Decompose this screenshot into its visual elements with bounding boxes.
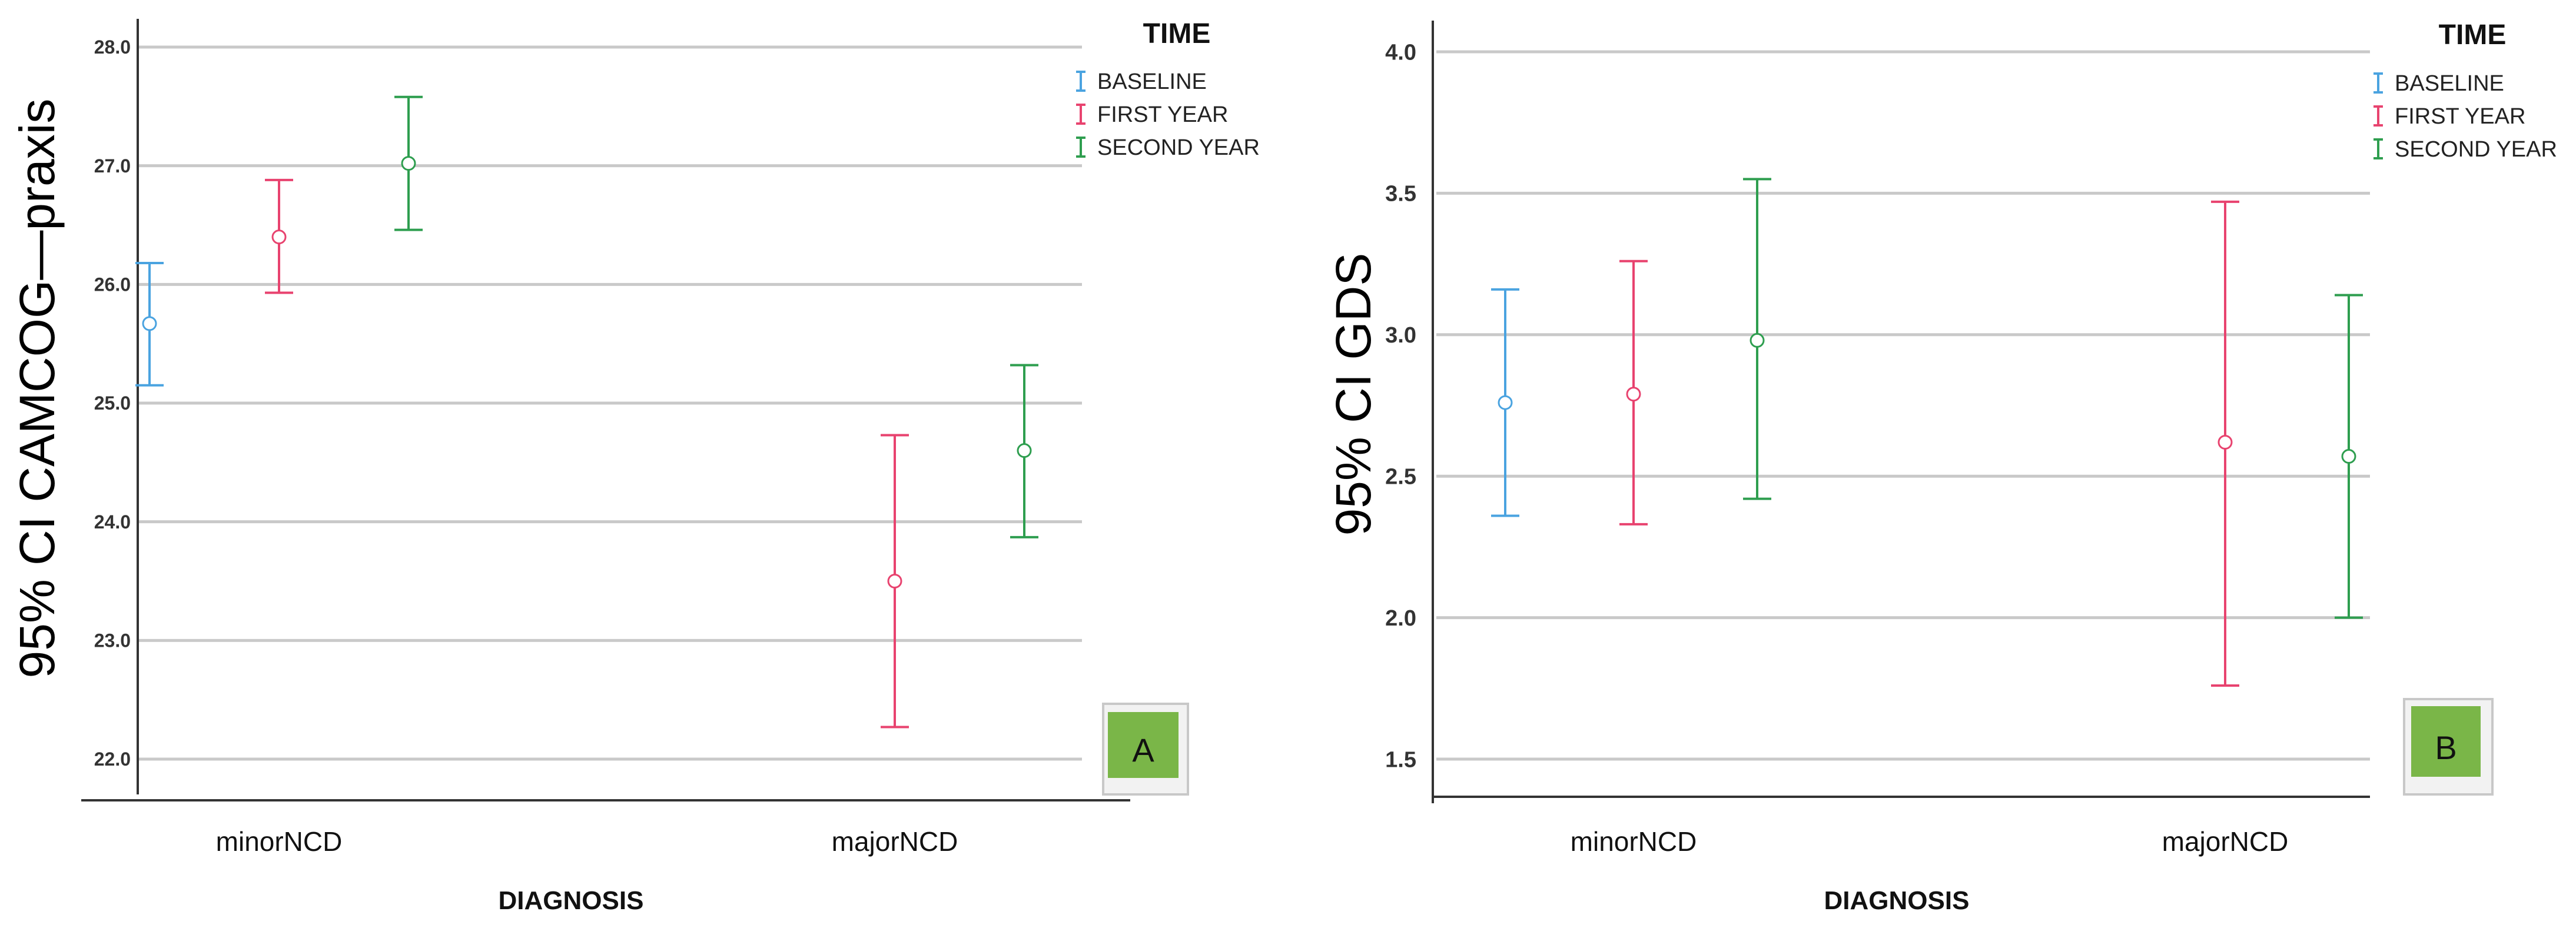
- y-tick-label: 3.5: [1385, 182, 1416, 207]
- panel-b-chart: 95% CI GDS 1.5 2.0 2.5 3.0 3.5 4.0 minorNCD m…: [1326, 19, 2557, 915]
- mean-marker: [1750, 332, 1765, 348]
- panel-a-ylabel: 95% CI CAMCOG—praxis: [9, 99, 65, 678]
- panel-b-letter-badge: B: [2403, 698, 2494, 796]
- mean-marker: [887, 574, 902, 588]
- panel-b-legend-title: TIME: [2439, 19, 2507, 51]
- panel-b-category-label: majorNCD: [2162, 826, 2289, 857]
- legend-errorbar-icon: [1076, 71, 1085, 92]
- panel-b-category-label: minorNCD: [1571, 826, 1697, 857]
- y-tick-label: 28.0: [94, 36, 131, 58]
- y-tick-label: 2.5: [1385, 465, 1416, 490]
- legend-label: FIRST YEAR: [2395, 104, 2525, 129]
- panel-b-letter: B: [2435, 729, 2457, 766]
- errorbar-baseline-minorNCD: [1491, 288, 1519, 517]
- errorbar-second-year-majorNCD: [2335, 294, 2363, 619]
- legend-errorbar-icon: [2373, 138, 2383, 159]
- panel-a-category-label: majorNCD: [832, 826, 958, 857]
- y-tick-label: 4.0: [1385, 40, 1416, 65]
- y-tick-label: 27.0: [94, 155, 131, 177]
- y-tick-label: 1.5: [1385, 747, 1416, 772]
- errorbar-first-year-minorNCD: [1619, 260, 1648, 525]
- y-tick-label: 26.0: [94, 274, 131, 295]
- mean-marker: [2341, 449, 2356, 464]
- errorbar-baseline-minorNCD: [135, 262, 164, 387]
- mean-marker: [1626, 387, 1641, 402]
- legend-item-first-year: FIRST YEAR: [2373, 104, 2525, 129]
- errorbar-first-year-minorNCD: [265, 178, 293, 294]
- legend-errorbar-icon: [1076, 137, 1085, 158]
- errorbar-second-year-minorNCD: [1743, 178, 1771, 500]
- y-tick-label: 3.0: [1385, 323, 1416, 348]
- legend-label: FIRST YEAR: [1097, 102, 1228, 127]
- errorbar-first-year-majorNCD: [881, 434, 909, 729]
- panel-a-legend-title: TIME: [1143, 18, 1211, 49]
- legend-errorbar-icon: [1076, 104, 1085, 125]
- legend-item-baseline: BASELINE: [2373, 71, 2504, 96]
- panel-a-legend: TIME BASELINE FIRST YEAR SECOND YEAR: [1076, 18, 1260, 160]
- y-tick-label: 23.0: [94, 630, 131, 651]
- panel-a-letter: A: [1132, 731, 1154, 769]
- y-tick-label: 25.0: [94, 393, 131, 414]
- mean-marker: [142, 316, 157, 331]
- legend-item-second-year: SECOND YEAR: [2373, 137, 2557, 162]
- mean-marker: [271, 229, 287, 245]
- errorbar-first-year-majorNCD: [2211, 200, 2239, 687]
- legend-label: SECOND YEAR: [2395, 137, 2557, 162]
- panel-b-legend: TIME BASELINE FIRST YEAR SECOND YEAR: [2373, 19, 2557, 162]
- mean-marker: [1498, 395, 1513, 410]
- errorbar-second-year-majorNCD: [1010, 364, 1038, 538]
- legend-label: BASELINE: [2395, 71, 2504, 96]
- mean-marker: [1017, 443, 1032, 458]
- panel-b-ylabel: 95% CI GDS: [1326, 253, 1381, 536]
- legend-label: BASELINE: [1097, 69, 1207, 94]
- legend-errorbar-icon: [2373, 72, 2383, 94]
- panel-b-xlabel: DIAGNOSIS: [1824, 886, 1970, 915]
- panel-a-chart: 95% CI CAMCOG—praxis 22.0 23.0 24.0 25.0 26.…: [9, 18, 1260, 915]
- y-tick-label: 2.0: [1385, 606, 1416, 631]
- legend-label: SECOND YEAR: [1097, 135, 1260, 160]
- mean-marker: [2218, 435, 2233, 450]
- legend-item-first-year: FIRST YEAR: [1076, 102, 1228, 127]
- y-tick-label: 22.0: [94, 749, 131, 770]
- legend-item-second-year: SECOND YEAR: [1076, 135, 1260, 160]
- panel-a-letter-badge: A: [1102, 703, 1189, 796]
- errorbar-second-year-minorNCD: [394, 95, 423, 231]
- panel-a-xlabel: DIAGNOSIS: [499, 886, 644, 915]
- legend-errorbar-icon: [2373, 105, 2383, 127]
- panel-a-category-label: minorNCD: [216, 826, 343, 857]
- legend-item-baseline: BASELINE: [1076, 69, 1207, 94]
- y-tick-label: 24.0: [94, 511, 131, 533]
- mean-marker: [401, 156, 416, 171]
